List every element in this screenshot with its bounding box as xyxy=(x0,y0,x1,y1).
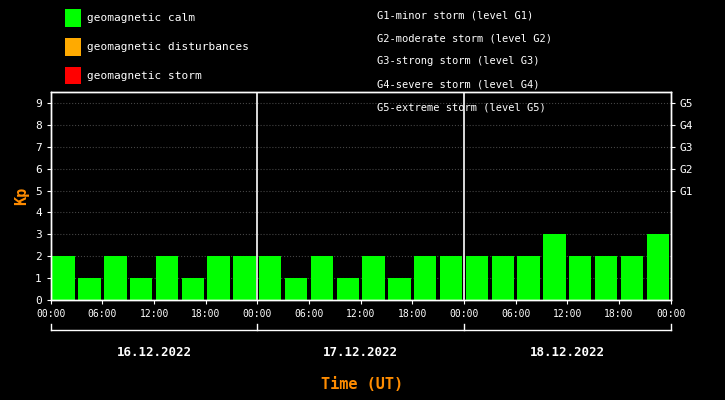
Text: geomagnetic storm: geomagnetic storm xyxy=(87,70,202,81)
Text: geomagnetic disturbances: geomagnetic disturbances xyxy=(87,42,249,52)
Text: G3-strong storm (level G3): G3-strong storm (level G3) xyxy=(377,56,539,66)
Bar xyxy=(594,256,617,300)
Text: G1-minor storm (level G1): G1-minor storm (level G1) xyxy=(377,10,534,20)
Bar xyxy=(336,278,359,300)
Bar xyxy=(492,256,514,300)
Text: geomagnetic calm: geomagnetic calm xyxy=(87,13,195,23)
Bar xyxy=(104,256,127,300)
Bar xyxy=(52,256,75,300)
Bar xyxy=(465,256,488,300)
Bar xyxy=(311,256,333,300)
Text: Time (UT): Time (UT) xyxy=(321,377,404,392)
Bar xyxy=(285,278,307,300)
Text: 17.12.2022: 17.12.2022 xyxy=(323,346,398,359)
Bar xyxy=(543,234,566,300)
Text: 16.12.2022: 16.12.2022 xyxy=(117,346,191,359)
Text: G4-severe storm (level G4): G4-severe storm (level G4) xyxy=(377,80,539,90)
Bar xyxy=(259,256,281,300)
Bar xyxy=(78,278,101,300)
Bar xyxy=(207,256,230,300)
Text: 18.12.2022: 18.12.2022 xyxy=(530,346,605,359)
Bar xyxy=(233,256,256,300)
Bar xyxy=(518,256,539,300)
Bar xyxy=(389,278,410,300)
Bar xyxy=(130,278,152,300)
Bar xyxy=(569,256,592,300)
Bar xyxy=(181,278,204,300)
Text: G5-extreme storm (level G5): G5-extreme storm (level G5) xyxy=(377,103,546,113)
Bar xyxy=(621,256,643,300)
Bar xyxy=(156,256,178,300)
Y-axis label: Kp: Kp xyxy=(14,187,30,205)
Bar xyxy=(647,234,669,300)
Bar xyxy=(440,256,463,300)
Bar xyxy=(414,256,436,300)
Bar xyxy=(362,256,385,300)
Text: G2-moderate storm (level G2): G2-moderate storm (level G2) xyxy=(377,33,552,43)
